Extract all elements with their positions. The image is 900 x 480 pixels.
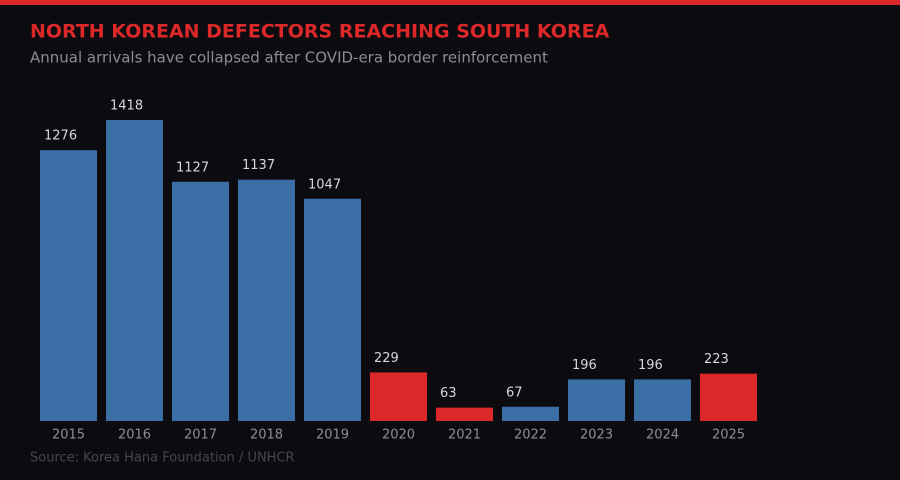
x-tick-label: 2024 bbox=[646, 428, 679, 443]
chart-title: NORTH KOREAN DEFECTORS REACHING SOUTH KO… bbox=[30, 21, 610, 43]
value-label: 196 bbox=[638, 358, 663, 373]
value-label: 67 bbox=[506, 385, 523, 400]
x-tick-label: 2021 bbox=[448, 428, 481, 443]
bar bbox=[238, 179, 295, 421]
x-tick-label: 2016 bbox=[118, 428, 151, 443]
value-label: 196 bbox=[572, 358, 597, 373]
x-tick-label: 2019 bbox=[316, 428, 349, 443]
bar bbox=[634, 379, 691, 421]
bar bbox=[700, 373, 757, 421]
x-tick-label: 2023 bbox=[580, 428, 613, 443]
bar bbox=[172, 181, 229, 421]
x-tick-label: 2017 bbox=[184, 428, 217, 443]
x-tick-label: 2015 bbox=[52, 428, 85, 443]
x-tick-label: 2025 bbox=[712, 428, 745, 443]
bar bbox=[304, 198, 361, 421]
value-label: 1127 bbox=[176, 160, 209, 175]
value-label: 223 bbox=[704, 352, 729, 367]
x-tick-label: 2018 bbox=[250, 428, 283, 443]
bar bbox=[40, 150, 97, 421]
source-note: Source: Korea Hana Foundation / UNHCR bbox=[30, 451, 295, 466]
bar bbox=[370, 372, 427, 421]
bar bbox=[106, 120, 163, 421]
x-tick-label: 2020 bbox=[382, 428, 415, 443]
bar bbox=[436, 407, 493, 421]
value-label: 63 bbox=[440, 386, 457, 401]
value-label: 1276 bbox=[44, 129, 77, 144]
value-label: 1047 bbox=[308, 177, 341, 192]
value-label: 229 bbox=[374, 351, 399, 366]
top-accent bbox=[0, 0, 900, 5]
bar bbox=[502, 406, 559, 421]
chart-subtitle: Annual arrivals have collapsed after COV… bbox=[30, 49, 548, 67]
value-label: 1137 bbox=[242, 158, 275, 173]
value-label: 1418 bbox=[110, 99, 143, 114]
x-tick-label: 2022 bbox=[514, 428, 547, 443]
bar bbox=[568, 379, 625, 421]
